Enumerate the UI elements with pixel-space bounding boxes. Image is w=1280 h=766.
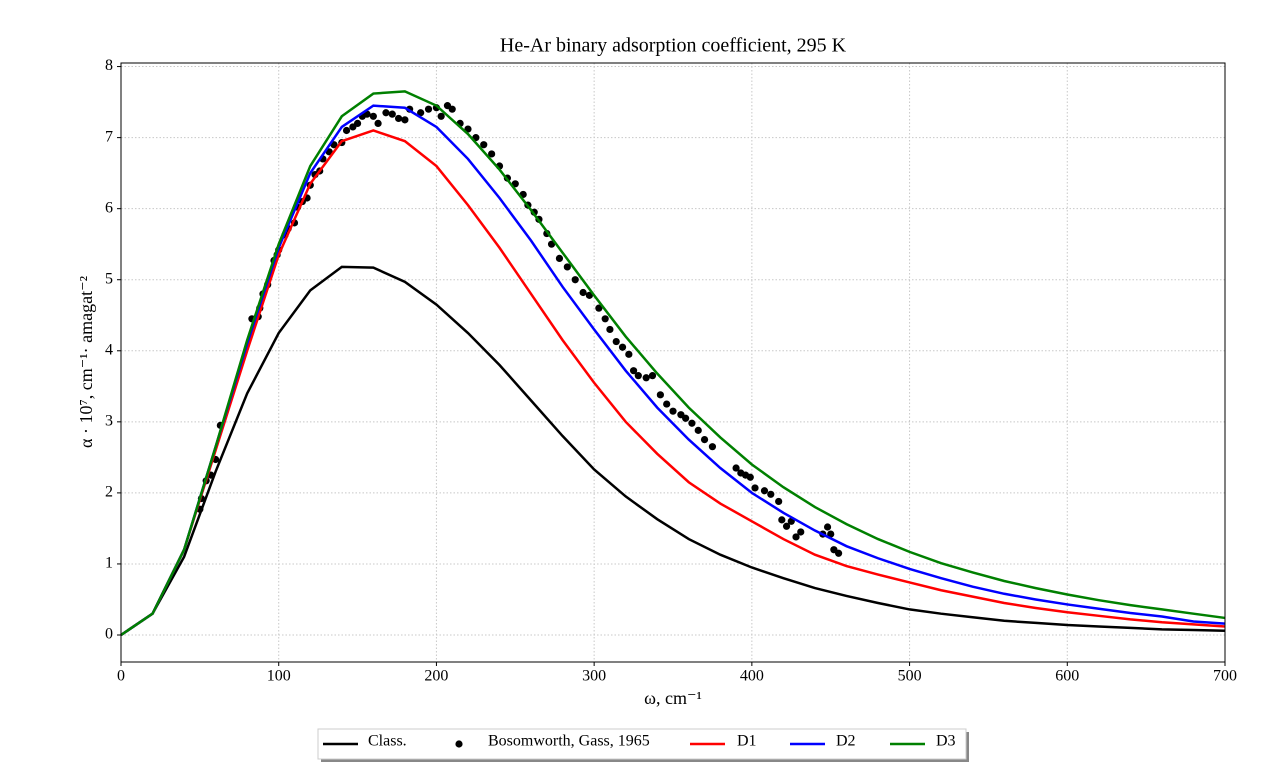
point <box>618 343 627 351</box>
y-tick-label: 3 <box>105 413 113 430</box>
point <box>694 426 702 434</box>
point <box>563 263 571 271</box>
point <box>792 533 800 541</box>
point <box>663 400 671 408</box>
point <box>547 240 556 248</box>
point <box>424 105 433 113</box>
point <box>369 112 377 120</box>
point <box>700 435 709 444</box>
legend-label: D2 <box>836 733 856 750</box>
point <box>751 484 759 492</box>
x-tick-label: 0 <box>117 668 125 685</box>
line <box>120 104 1226 637</box>
x-tick-label: 500 <box>898 668 922 685</box>
point <box>388 110 396 118</box>
plot-frame <box>120 62 1226 663</box>
point <box>827 530 835 538</box>
point <box>353 119 362 127</box>
legend-marker <box>455 740 463 748</box>
point <box>601 315 609 323</box>
point <box>555 254 564 263</box>
point <box>642 374 650 382</box>
legend-label: D3 <box>936 733 956 750</box>
y-axis-label: α · 10⁷, cm⁻¹· amagat⁻² <box>76 276 96 448</box>
point <box>760 487 769 495</box>
point <box>448 105 456 113</box>
line <box>120 265 1226 637</box>
y-tick-label: 1 <box>105 555 113 572</box>
legend-label: Bosomworth, Gass, 1965 <box>488 733 650 750</box>
point <box>488 150 496 158</box>
point <box>374 119 382 127</box>
point <box>823 523 832 531</box>
point <box>669 407 677 415</box>
point <box>394 114 403 123</box>
x-tick-label: 700 <box>1213 668 1237 685</box>
point <box>656 391 664 399</box>
y-tick-label: 7 <box>105 128 113 145</box>
legend-label: Class. <box>368 733 407 750</box>
point <box>782 522 791 530</box>
x-tick-label: 200 <box>424 668 448 685</box>
point <box>382 109 390 117</box>
point <box>732 464 740 472</box>
point <box>778 516 786 524</box>
point <box>767 490 775 498</box>
point <box>688 419 696 427</box>
x-tick-label: 600 <box>1055 668 1079 685</box>
line <box>120 129 1226 637</box>
point <box>585 291 594 299</box>
point <box>746 473 754 481</box>
point <box>634 372 642 380</box>
chart-title: He-Ar binary adsorption coefficient, 295… <box>500 35 847 57</box>
point <box>775 497 783 506</box>
point <box>835 549 843 557</box>
y-tick-label: 6 <box>105 199 113 216</box>
y-tick-label: 8 <box>105 57 113 74</box>
point <box>595 304 603 312</box>
legend-label: D1 <box>737 733 757 750</box>
point <box>480 141 488 149</box>
point <box>437 112 445 120</box>
point <box>629 367 638 375</box>
point <box>648 372 657 380</box>
x-axis-label: ω, cm⁻¹ <box>644 688 702 708</box>
point <box>625 350 633 358</box>
line <box>120 90 1226 637</box>
point <box>682 414 690 422</box>
point <box>417 109 425 117</box>
point <box>571 276 579 284</box>
point <box>579 288 587 297</box>
legend-box <box>317 728 967 760</box>
point <box>708 443 717 451</box>
point <box>797 528 805 536</box>
y-tick-label: 0 <box>105 626 113 643</box>
point <box>401 116 409 124</box>
point <box>606 325 614 334</box>
y-tick-label: 5 <box>105 270 113 287</box>
x-tick-label: 300 <box>582 668 606 685</box>
point <box>612 337 620 346</box>
y-tick-label: 2 <box>105 484 113 501</box>
x-tick-label: 100 <box>267 668 291 685</box>
y-tick-label: 4 <box>105 341 113 358</box>
x-tick-label: 400 <box>740 668 764 685</box>
point <box>342 126 351 135</box>
